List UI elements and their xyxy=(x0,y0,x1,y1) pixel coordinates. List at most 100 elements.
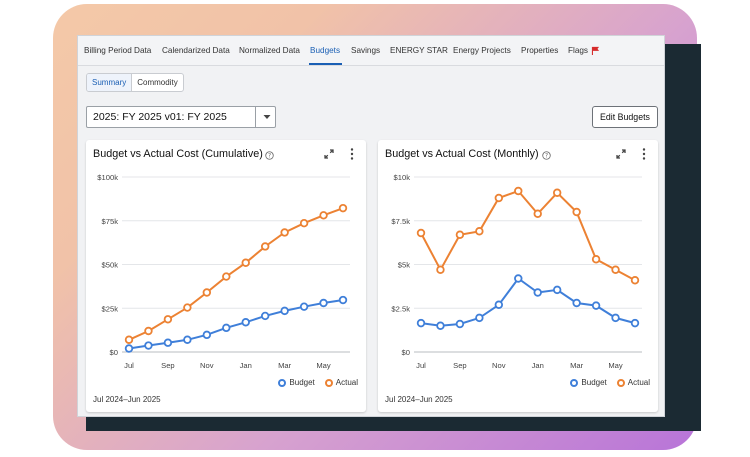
chart-card-cumulative: Budget vs Actual Cost (Cumulative) ? $0 $… xyxy=(86,140,366,412)
data-point-actual xyxy=(630,276,640,285)
data-point-budget xyxy=(416,318,426,328)
legend-marker-actual xyxy=(616,378,625,387)
data-point-actual xyxy=(202,288,212,297)
tab-flags[interactable]: Flags xyxy=(568,46,589,55)
data-point-budget xyxy=(533,288,542,297)
legend-item-budget[interactable]: Budget xyxy=(570,378,607,387)
more-options-icon[interactable] xyxy=(642,148,646,160)
data-point-budget xyxy=(494,300,504,309)
data-point-actual xyxy=(124,335,134,344)
data-point-actual xyxy=(299,219,309,228)
data-point-budget xyxy=(475,313,484,323)
expand-icon[interactable] xyxy=(616,149,626,159)
date-range-label: Jul 2024–Jun 2025 xyxy=(93,395,161,404)
tab-properties[interactable]: Properties xyxy=(521,46,559,55)
data-point-actual xyxy=(222,272,231,281)
x-tick-label: Nov xyxy=(492,361,506,370)
data-point-budget xyxy=(552,285,562,295)
y-tick-label: $5k xyxy=(398,261,410,270)
expand-icon[interactable] xyxy=(324,149,334,159)
x-tick-label: Jul xyxy=(416,361,426,370)
data-point-actual xyxy=(572,207,581,217)
tab-normalized-data[interactable]: Normalized Data xyxy=(239,46,300,55)
subtab-commodity[interactable]: Commodity xyxy=(137,78,178,87)
svg-text:?: ? xyxy=(268,154,271,160)
tab-billing-period-data[interactable]: Billing Period Data xyxy=(84,46,152,55)
data-point-budget xyxy=(611,313,620,323)
x-tick-label: Sep xyxy=(453,361,467,370)
data-point-budget xyxy=(338,295,348,305)
date-range-label: Jul 2024–Jun 2025 xyxy=(385,395,453,404)
help-icon[interactable]: ? xyxy=(265,151,274,160)
legend-label-actual: Actual xyxy=(627,378,650,387)
x-tick-label: Jul xyxy=(124,361,134,370)
data-point-actual xyxy=(591,255,601,264)
data-point-actual xyxy=(611,265,620,274)
data-point-budget xyxy=(436,321,445,330)
tab-budgets[interactable]: Budgets xyxy=(310,46,341,55)
data-point-budget xyxy=(222,323,231,333)
app-window: Billing Period Data Calendarized Data No… xyxy=(77,35,665,417)
data-point-budget xyxy=(455,319,465,329)
data-point-actual xyxy=(533,209,542,218)
data-point-budget xyxy=(241,318,250,327)
chart-cumulative: $0 $25k $50k $75k $100k Jul Sep Nov Jan Mar May xyxy=(97,173,350,370)
y-tick-label: $0 xyxy=(110,348,118,357)
series-line-actual xyxy=(128,207,344,341)
more-options-icon[interactable] xyxy=(350,148,354,160)
legend-label-budget: Budget xyxy=(289,378,315,387)
y-tick-label: $75k xyxy=(102,217,119,226)
x-tick-label: Sep xyxy=(161,361,175,370)
x-tick-label: Mar xyxy=(570,361,584,370)
legend-marker-budget xyxy=(570,378,579,387)
legend-label-actual: Actual xyxy=(335,378,358,387)
subtab-summary[interactable]: Summary xyxy=(87,74,133,91)
y-tick-label: $0 xyxy=(402,348,410,357)
data-point-actual xyxy=(514,186,523,196)
help-icon[interactable]: ? xyxy=(542,151,551,160)
legend-marker-actual xyxy=(324,378,333,387)
x-tick-label: May xyxy=(608,361,623,370)
budget-version-select[interactable]: 2025: FY 2025 v01: FY 2025 xyxy=(86,106,276,128)
data-point-budget xyxy=(630,318,640,328)
chevron-down-icon xyxy=(263,115,271,119)
view-toggle: Summary Commodity xyxy=(86,73,184,92)
data-point-actual xyxy=(475,227,484,236)
data-point-actual xyxy=(436,265,445,274)
y-tick-label: $7.5k xyxy=(391,217,410,226)
legend-marker-budget xyxy=(278,378,287,387)
flag-icon xyxy=(591,46,600,55)
svg-text:?: ? xyxy=(545,154,548,160)
y-tick-label: $10k xyxy=(394,173,411,182)
x-tick-label: May xyxy=(316,361,331,370)
chart-legend: Budget Actual xyxy=(570,378,650,387)
tab-calendarized-data[interactable]: Calendarized Data xyxy=(162,46,230,55)
tab-energy-projects[interactable]: Energy Projects xyxy=(453,46,511,55)
data-point-budget xyxy=(591,301,601,310)
x-tick-label: Nov xyxy=(200,361,214,370)
data-point-budget xyxy=(183,335,192,344)
data-point-actual xyxy=(494,193,504,203)
data-point-actual xyxy=(319,211,328,220)
active-tab-indicator xyxy=(309,63,342,65)
data-point-budget xyxy=(202,330,212,340)
y-tick-label: $25k xyxy=(102,304,119,313)
edit-budgets-button[interactable]: Edit Budgets xyxy=(592,106,658,128)
legend-item-actual[interactable]: Actual xyxy=(616,378,650,387)
chart-card-monthly: Budget vs Actual Cost (Monthly) ? $0 $2.5… xyxy=(378,140,658,412)
data-point-budget xyxy=(260,311,270,321)
data-point-actual xyxy=(338,203,348,213)
data-point-budget xyxy=(124,344,134,353)
legend-label-budget: Budget xyxy=(581,378,607,387)
legend-item-actual[interactable]: Actual xyxy=(324,378,358,387)
series-line-budget xyxy=(420,277,636,327)
data-point-actual xyxy=(144,326,153,336)
data-point-budget xyxy=(299,302,309,311)
x-tick-label: Jan xyxy=(532,361,544,370)
tab-savings[interactable]: Savings xyxy=(351,46,381,55)
budget-version-value: 2025: FY 2025 v01: FY 2025 xyxy=(93,111,227,123)
legend-item-budget[interactable]: Budget xyxy=(278,378,315,387)
data-point-budget xyxy=(280,306,289,316)
data-point-budget xyxy=(514,274,523,283)
tab-energy-star[interactable]: ENERGY STAR xyxy=(390,46,448,55)
